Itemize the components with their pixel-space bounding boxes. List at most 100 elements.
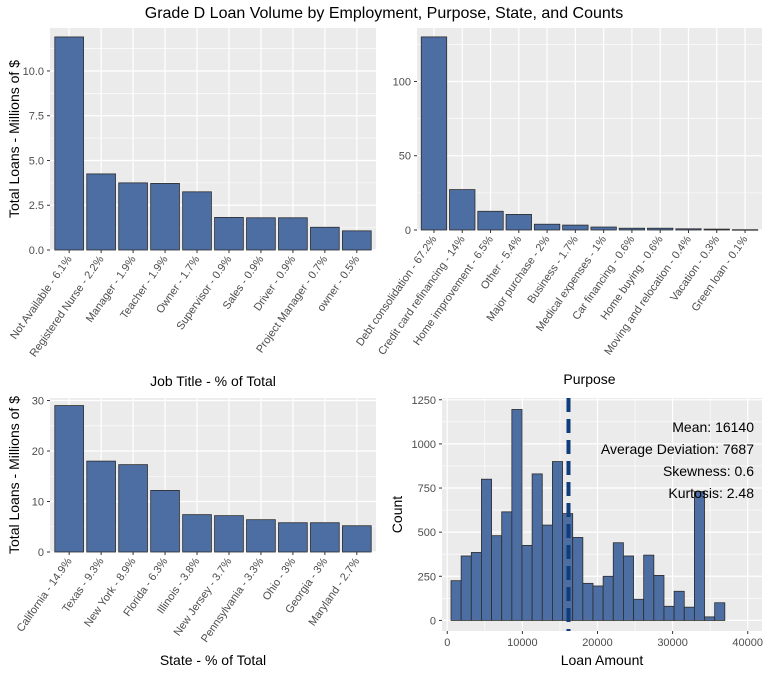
- bar: [278, 522, 308, 553]
- stat-annotation: Mean: 16140: [672, 419, 754, 435]
- x-tick-label: 0: [444, 637, 450, 649]
- bar: [182, 514, 212, 553]
- histogram-bin: [623, 555, 634, 621]
- histogram-bin: [572, 537, 584, 621]
- bar: [562, 224, 589, 231]
- y-axis-title: Total Loans - Millions of $: [6, 60, 22, 218]
- histogram-bin: [511, 409, 523, 621]
- bar: [590, 226, 617, 231]
- histogram-bin: [521, 544, 533, 621]
- y-tick-label: 100: [393, 76, 411, 88]
- bar: [310, 226, 340, 251]
- y-tick-label: 250: [418, 571, 436, 583]
- bar: [533, 223, 561, 231]
- x-tick-label: California - 14.9%: [15, 556, 75, 635]
- histogram-bin: [582, 582, 594, 621]
- bar: [246, 217, 276, 251]
- bar: [310, 522, 340, 553]
- bar: [54, 36, 84, 251]
- bar: [618, 227, 646, 231]
- y-tick-label: 30: [32, 396, 44, 408]
- y-tick-label: 10: [32, 497, 44, 509]
- y-tick-label: 2.5: [29, 200, 44, 212]
- bar: [342, 230, 372, 251]
- bar: [342, 525, 372, 553]
- histogram-bin: [693, 491, 705, 621]
- bar: [420, 36, 448, 231]
- histogram-bin: [460, 555, 472, 621]
- x-tick-label: Pennsylvania - 3.3%: [199, 556, 266, 645]
- stat-annotation: Average Deviation: 7687: [601, 441, 754, 457]
- histogram-bin: [552, 461, 563, 621]
- y-tick-label: 20: [32, 446, 44, 458]
- bar: [150, 182, 180, 251]
- y-tick-label: 0.0: [29, 245, 44, 257]
- histogram-bin: [653, 574, 665, 621]
- histogram-bin: [531, 473, 543, 621]
- histogram-bin: [592, 585, 604, 621]
- bar: [675, 228, 702, 231]
- histogram-bin: [612, 542, 624, 621]
- histogram-bin: [714, 602, 726, 621]
- x-tick-label: Business - 1.7%: [525, 234, 581, 306]
- y-tick-label: 500: [418, 527, 436, 539]
- y-axis-title: Count: [389, 496, 405, 533]
- x-tick-label: Not Available - 6.1%: [8, 254, 75, 342]
- x-tick-label: 40000: [732, 637, 763, 649]
- histogram-bin: [643, 554, 655, 621]
- bar: [150, 489, 180, 553]
- y-tick-label: 7.5: [29, 111, 44, 123]
- histogram-bin: [450, 580, 462, 621]
- histogram-bin: [501, 511, 513, 621]
- y-axis-title: Total Loans - Millions of $: [6, 396, 22, 554]
- bar: [246, 519, 276, 553]
- stat-annotation: Kurtosis: 2.48: [668, 485, 754, 501]
- stat-annotation: Skewness: 0.6: [663, 463, 754, 479]
- x-tick-label: 20000: [582, 637, 613, 649]
- x-axis-title: Loan Amount: [561, 652, 644, 668]
- bar: [449, 189, 476, 231]
- y-tick-label: 10.0: [23, 66, 44, 78]
- histogram-bin: [633, 598, 645, 621]
- bar: [647, 227, 674, 231]
- x-tick-label: New Jersey - 3.7%: [172, 556, 235, 639]
- y-tick-label: 1000: [412, 439, 436, 451]
- bar: [703, 228, 730, 231]
- bar: [214, 217, 244, 251]
- chart-panel-4: 0 250 500 750 1000 1250 0 10000 20000 30000 40000 M…: [389, 395, 763, 668]
- histogram-bin: [683, 606, 695, 621]
- x-axis-title: State - % of Total: [160, 652, 266, 668]
- bar: [54, 405, 84, 553]
- bar: [118, 464, 148, 553]
- histogram-bin: [470, 552, 482, 621]
- x-tick-label: 10000: [507, 637, 538, 649]
- y-tick-label: 750: [418, 483, 436, 495]
- histogram-bin: [673, 590, 685, 621]
- y-tick-label: 1250: [412, 395, 436, 407]
- bar: [477, 210, 504, 231]
- bar: [214, 515, 244, 553]
- y-tick-label: 50: [399, 151, 411, 163]
- bar: [86, 173, 116, 251]
- x-axis-title: Purpose: [563, 371, 615, 387]
- histogram-bin: [491, 535, 503, 621]
- x-tick-label: 30000: [657, 637, 688, 649]
- bar: [118, 182, 148, 251]
- histogram-bin: [602, 575, 614, 621]
- figure-title: Grade D Loan Volume by Employment, Purpo…: [145, 5, 624, 22]
- histogram-bin: [704, 616, 716, 621]
- histogram-bin: [541, 524, 553, 621]
- y-tick-label: 0: [38, 547, 44, 559]
- x-axis-title: Job Title - % of Total: [150, 373, 276, 389]
- bar: [505, 214, 532, 231]
- y-tick-label: 0: [405, 225, 411, 237]
- y-tick-label: 5.0: [29, 155, 44, 167]
- y-tick-label: 0: [430, 615, 436, 627]
- histogram-bin: [663, 605, 675, 621]
- bar: [86, 460, 116, 553]
